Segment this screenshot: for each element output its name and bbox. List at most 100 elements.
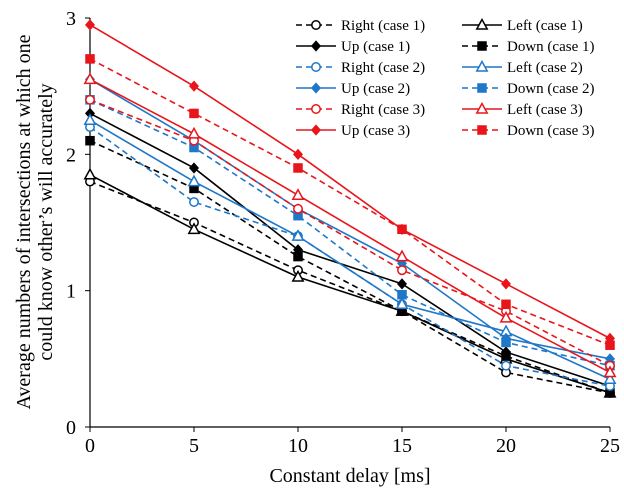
legend-label: Up (case 1) [341, 39, 410, 55]
x-tick-label: 15 [392, 435, 412, 457]
data-point [501, 299, 511, 310]
data-point [187, 126, 201, 139]
series-line [89, 139, 611, 394]
y-tick-label: 0 [66, 417, 76, 439]
legend-item: Down (case 2) [462, 81, 594, 97]
x-tick-label: 0 [85, 435, 95, 457]
data-point [293, 163, 303, 173]
legend-item: Up (case 3) [296, 123, 410, 139]
y-tick-label: 1 [66, 281, 76, 303]
data-point [605, 340, 615, 350]
data-point [187, 174, 201, 187]
data-point [603, 372, 617, 385]
legend-marker [310, 40, 322, 52]
data-point [83, 72, 97, 85]
legend-label: Right (case 1) [341, 18, 425, 34]
legend-label: Down (case 2) [507, 81, 594, 97]
series-line [89, 99, 611, 367]
legend-marker [311, 20, 321, 30]
data-point [85, 135, 95, 146]
legend-label: Left (case 2) [507, 60, 583, 76]
series-line [89, 78, 611, 374]
series-line [89, 24, 611, 340]
legend-marker [477, 125, 487, 135]
data-point [292, 148, 304, 160]
series-line [89, 119, 611, 381]
legend-label: Right (case 2) [341, 60, 425, 76]
series-line [89, 99, 611, 367]
data-point [293, 251, 303, 262]
y-axis-title-line-1: Average numbers of intersections at whic… [13, 34, 35, 409]
legend-item: Up (case 2) [296, 81, 410, 97]
data-point [395, 297, 409, 310]
data-point [501, 337, 511, 348]
data-point [500, 278, 512, 290]
y-tick-label: 3 [66, 8, 76, 30]
legend-label: Up (case 2) [341, 81, 410, 97]
data-point [85, 94, 95, 105]
x-tick-label: 10 [288, 435, 308, 457]
legend-item: Down (case 1) [462, 39, 594, 55]
x-tick-label: 20 [496, 435, 516, 457]
legend-label: Down (case 3) [507, 123, 594, 139]
data-point [189, 108, 199, 119]
data-point [291, 188, 305, 200]
legend-label: Up (case 3) [341, 123, 410, 139]
x-axis-ticks: 0 5 10 15 20 25 [85, 427, 620, 457]
legend-marker [310, 82, 322, 94]
data-point [293, 203, 303, 214]
legend: Right (case 1) Left (case 1) Up (case 1) Do… [296, 17, 594, 139]
legend-marker [311, 104, 321, 114]
legend-label: Down (case 1) [507, 39, 594, 55]
data-point [501, 360, 511, 371]
series-right-case-2 [85, 122, 615, 392]
data-point [83, 113, 97, 125]
legend-item: Up (case 1) [296, 39, 410, 55]
data-point [397, 224, 407, 235]
series-line [89, 174, 611, 394]
legend-label: Right (case 3) [341, 102, 425, 118]
data-point [499, 310, 513, 323]
legend-marker [475, 59, 489, 72]
series-down-case-3 [85, 54, 615, 350]
data-point [397, 290, 407, 300]
y-axis-ticks: 0 1 2 3 [66, 8, 90, 439]
plot-area: 0 5 10 15 20 25 0 1 2 3 [66, 8, 620, 457]
y-axis-title-line-2: could know other’s will accurately [35, 83, 57, 360]
series-layer [83, 19, 617, 398]
series-line [89, 112, 611, 387]
series-line [89, 126, 611, 387]
series-left-case-3 [83, 72, 617, 378]
legend-marker [310, 124, 322, 136]
legend-item: Right (case 1) [296, 18, 425, 34]
series-line [89, 78, 611, 360]
legend-label: Left (case 3) [507, 102, 583, 118]
legend-marker [475, 17, 489, 30]
legend-item: Right (case 2) [296, 60, 425, 76]
series-up-case-3 [84, 19, 616, 345]
legend-marker [477, 41, 487, 51]
y-axis-title: Average numbers of intersections at whic… [13, 34, 57, 409]
x-tick-label: 5 [189, 435, 199, 457]
series-right-case-1 [85, 176, 615, 398]
data-point [397, 265, 407, 276]
series-left-case-1 [83, 167, 617, 398]
legend-marker [311, 62, 321, 72]
series-line [89, 58, 611, 346]
data-point [189, 197, 199, 208]
data-point [291, 269, 305, 282]
data-point [396, 278, 408, 290]
legend-item: Down (case 3) [462, 123, 594, 139]
legend-marker [475, 101, 489, 114]
data-point [188, 80, 200, 92]
legend-marker [477, 83, 487, 93]
x-tick-label: 25 [600, 435, 620, 457]
legend-item: Right (case 3) [296, 102, 425, 118]
data-point [395, 249, 409, 262]
legend-item: Left (case 2) [462, 59, 583, 76]
data-point [83, 167, 97, 180]
series-line [89, 180, 611, 394]
series-left-case-2 [83, 113, 617, 385]
legend-label: Left (case 1) [507, 18, 583, 34]
